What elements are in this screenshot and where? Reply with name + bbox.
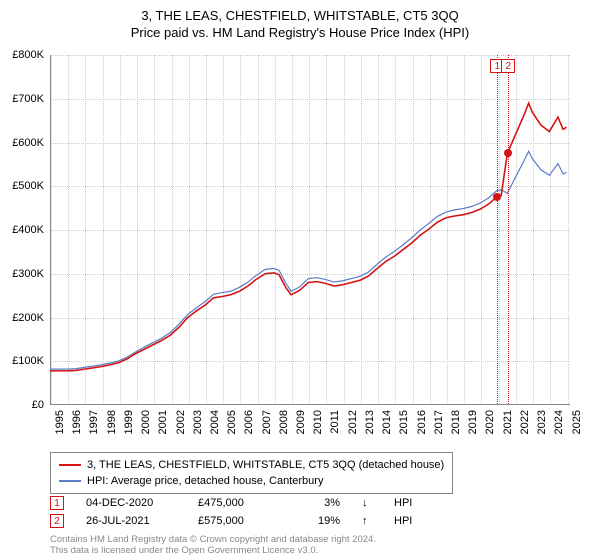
sale-price: £475,000 bbox=[198, 497, 278, 509]
x-axis-label: 2020 bbox=[484, 410, 496, 434]
x-axis-label: 2019 bbox=[467, 410, 479, 434]
footer-attribution: Contains HM Land Registry data © Crown c… bbox=[50, 534, 376, 557]
sales-table: 1 04-DEC-2020 £475,000 3% ↓ HPI 2 26-JUL… bbox=[50, 494, 424, 530]
x-axis-label: 2001 bbox=[157, 410, 169, 434]
footer-line: This data is licensed under the Open Gov… bbox=[50, 545, 376, 556]
y-axis-label: £100K bbox=[12, 355, 44, 367]
y-axis-label: £400K bbox=[12, 224, 44, 236]
legend-label: HPI: Average price, detached house, Cant… bbox=[87, 475, 323, 487]
legend-label: 3, THE LEAS, CHESTFIELD, WHITSTABLE, CT5… bbox=[87, 459, 444, 471]
sale-marker-dot bbox=[504, 149, 512, 157]
chart-container: 3, THE LEAS, CHESTFIELD, WHITSTABLE, CT5… bbox=[0, 0, 600, 560]
x-axis-label: 2017 bbox=[433, 410, 445, 434]
sales-row: 2 26-JUL-2021 £575,000 19% ↑ HPI bbox=[50, 512, 424, 530]
x-axis-label: 2008 bbox=[278, 410, 290, 434]
title-block: 3, THE LEAS, CHESTFIELD, WHITSTABLE, CT5… bbox=[0, 0, 600, 40]
x-axis-label: 2013 bbox=[364, 410, 376, 434]
footer-line: Contains HM Land Registry data © Crown c… bbox=[50, 534, 376, 545]
sale-marker-box: 2 bbox=[501, 59, 515, 73]
arrow-down-icon: ↓ bbox=[362, 497, 372, 509]
x-axis-label: 1995 bbox=[54, 410, 66, 434]
sale-marker-line bbox=[497, 55, 498, 404]
x-axis-label: 1998 bbox=[106, 410, 118, 434]
x-axis-label: 2004 bbox=[209, 410, 221, 434]
x-axis-label: 2002 bbox=[175, 410, 187, 434]
x-axis-label: 1996 bbox=[71, 410, 83, 434]
x-axis-label: 2005 bbox=[226, 410, 238, 434]
sale-marker-number: 1 bbox=[50, 496, 64, 510]
x-axis-label: 2021 bbox=[502, 410, 514, 434]
legend-item: 3, THE LEAS, CHESTFIELD, WHITSTABLE, CT5… bbox=[59, 457, 444, 473]
x-axis-label: 2000 bbox=[140, 410, 152, 434]
series-line-hpi bbox=[50, 151, 567, 369]
y-axis-label: £500K bbox=[12, 180, 44, 192]
chart-area: 12 £0£100K£200K£300K£400K£500K£600K£700K… bbox=[50, 55, 570, 405]
x-axis-label: 2010 bbox=[312, 410, 324, 434]
x-axis-label: 2012 bbox=[347, 410, 359, 434]
x-axis-label: 2022 bbox=[519, 410, 531, 434]
sale-pct: 3% bbox=[300, 497, 340, 509]
title-address: 3, THE LEAS, CHESTFIELD, WHITSTABLE, CT5… bbox=[0, 8, 600, 23]
legend: 3, THE LEAS, CHESTFIELD, WHITSTABLE, CT5… bbox=[50, 452, 453, 494]
x-axis-label: 2023 bbox=[536, 410, 548, 434]
sale-price: £575,000 bbox=[198, 515, 278, 527]
x-axis-label: 2003 bbox=[192, 410, 204, 434]
sale-hpi-label: HPI bbox=[394, 515, 424, 527]
x-axis-label: 2011 bbox=[329, 410, 341, 434]
sale-pct: 19% bbox=[300, 515, 340, 527]
legend-swatch bbox=[59, 480, 81, 482]
x-axis-label: 1997 bbox=[88, 410, 100, 434]
sale-marker-line bbox=[508, 55, 509, 404]
x-axis-label: 1999 bbox=[123, 410, 135, 434]
legend-swatch bbox=[59, 464, 81, 466]
y-axis-label: £300K bbox=[12, 268, 44, 280]
x-axis-label: 2007 bbox=[261, 410, 273, 434]
sale-hpi-label: HPI bbox=[394, 497, 424, 509]
series-line-property bbox=[50, 103, 567, 371]
sale-date: 04-DEC-2020 bbox=[86, 497, 176, 509]
sale-date: 26-JUL-2021 bbox=[86, 515, 176, 527]
y-axis-label: £200K bbox=[12, 312, 44, 324]
chart-lines bbox=[50, 55, 570, 405]
sale-marker-number: 2 bbox=[50, 514, 64, 528]
x-axis-label: 2016 bbox=[416, 410, 428, 434]
sale-marker-dot bbox=[493, 193, 501, 201]
y-axis-label: £600K bbox=[12, 137, 44, 149]
x-axis-label: 2025 bbox=[571, 410, 583, 434]
title-subtitle: Price paid vs. HM Land Registry's House … bbox=[0, 25, 600, 40]
x-axis-label: 2006 bbox=[243, 410, 255, 434]
arrow-up-icon: ↑ bbox=[362, 515, 372, 527]
x-axis-label: 2024 bbox=[553, 410, 565, 434]
x-axis-label: 2015 bbox=[398, 410, 410, 434]
y-axis-label: £800K bbox=[12, 49, 44, 61]
x-axis-label: 2009 bbox=[295, 410, 307, 434]
y-axis-label: £700K bbox=[12, 93, 44, 105]
x-axis-label: 2014 bbox=[381, 410, 393, 434]
sales-row: 1 04-DEC-2020 £475,000 3% ↓ HPI bbox=[50, 494, 424, 512]
y-axis-label: £0 bbox=[32, 399, 44, 411]
legend-item: HPI: Average price, detached house, Cant… bbox=[59, 473, 444, 489]
x-axis-label: 2018 bbox=[450, 410, 462, 434]
